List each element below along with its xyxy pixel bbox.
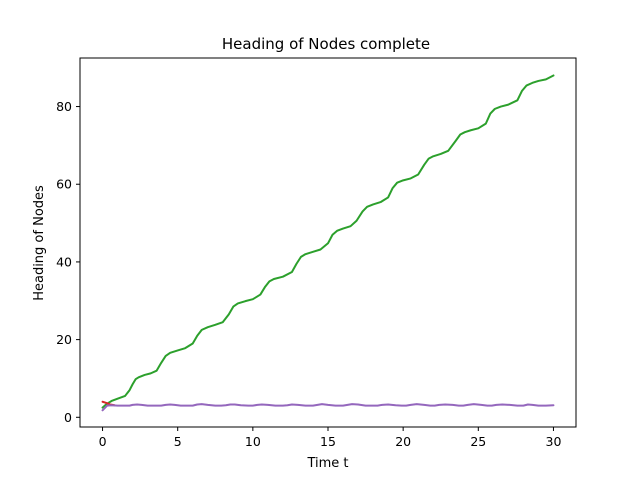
y-axis-ticks: 0 20 40 60 80 [56, 99, 80, 425]
x-tick-label: 15 [320, 434, 336, 449]
x-tick-label: 10 [245, 434, 261, 449]
x-axis-ticks: 0 5 10 15 20 25 30 [99, 427, 562, 449]
x-axis-label: Time t [306, 456, 348, 471]
y-axis-label: Heading of Nodes [32, 185, 47, 301]
x-tick-label: 30 [546, 434, 562, 449]
y-tick-label: 20 [56, 332, 72, 347]
y-tick-label: 0 [64, 410, 72, 425]
x-tick-label: 0 [99, 434, 107, 449]
series-line-1 [101, 74, 555, 409]
chart-title: Heading of Nodes complete [222, 35, 430, 53]
plot-lines [101, 74, 555, 412]
series-line-3 [101, 403, 555, 412]
y-tick-label: 80 [56, 99, 72, 114]
x-tick-label: 25 [470, 434, 486, 449]
x-tick-label: 5 [174, 434, 182, 449]
y-tick-label: 60 [56, 177, 72, 192]
x-tick-label: 20 [395, 434, 411, 449]
y-tick-label: 40 [56, 254, 72, 269]
